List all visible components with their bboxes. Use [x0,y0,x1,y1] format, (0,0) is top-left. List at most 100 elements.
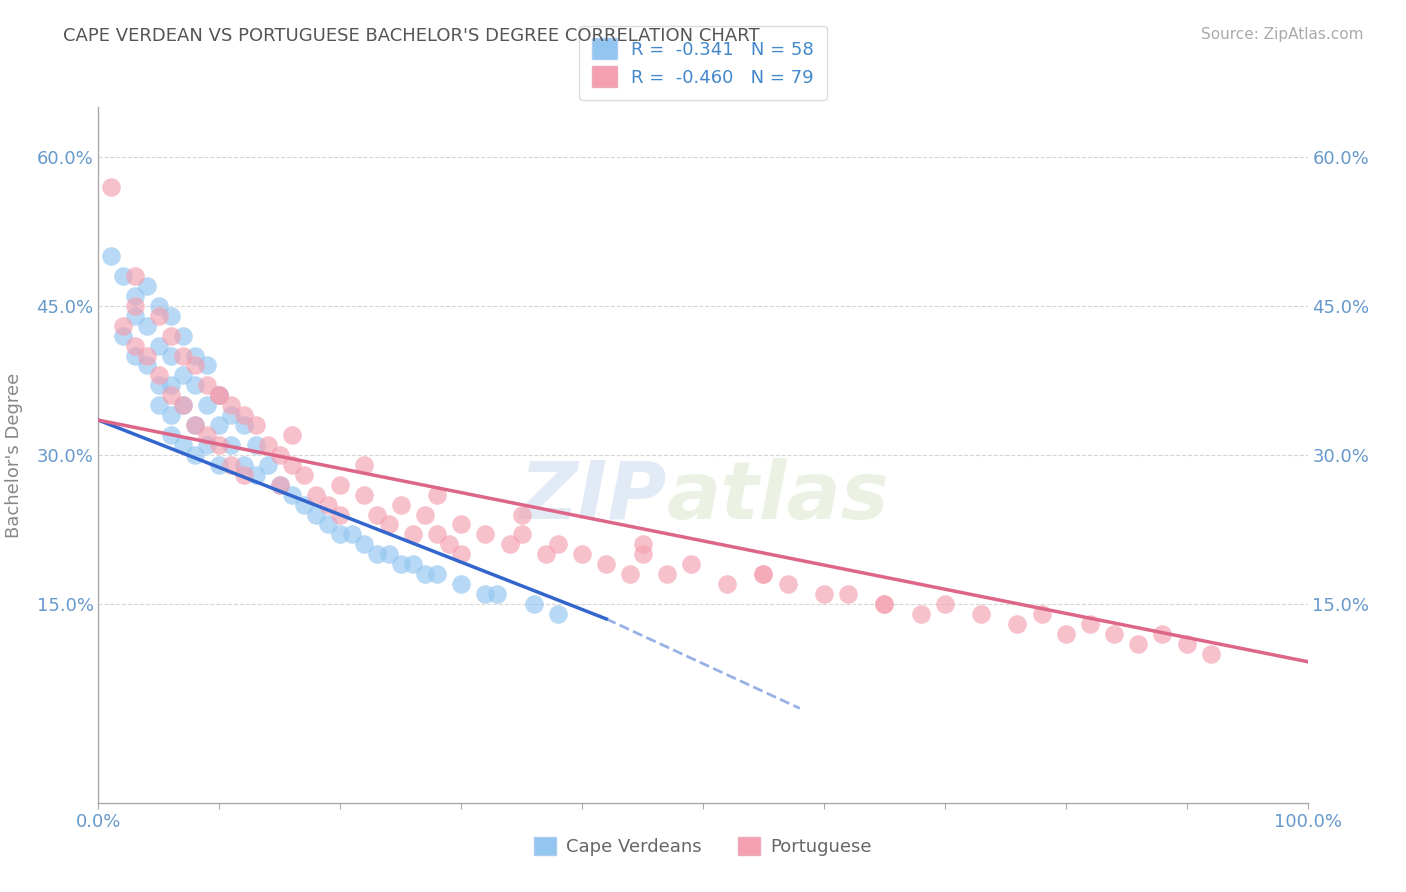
Point [292,467,315,482]
Point [426,567,449,582]
Point [873,597,896,611]
Point [256,438,278,452]
Point [232,408,254,422]
Point [474,587,496,601]
Point [316,517,339,532]
Point [195,398,218,412]
Point [208,438,231,452]
Point [281,488,304,502]
Point [1102,627,1125,641]
Point [426,488,449,502]
Point [148,368,170,383]
Point [184,448,207,462]
Point [245,418,267,433]
Point [281,458,304,472]
Point [208,418,231,433]
Point [124,309,146,323]
Point [813,587,835,601]
Point [184,359,207,373]
Point [160,328,183,343]
Point [970,607,993,621]
Point [232,467,254,482]
Point [329,477,352,491]
Point [377,517,399,532]
Point [195,378,218,392]
Point [486,587,509,601]
Point [245,438,267,452]
Point [413,567,436,582]
Point [281,428,304,442]
Point [111,268,134,283]
Point [1152,627,1174,641]
Point [124,268,146,283]
Point [437,537,460,551]
Point [619,567,641,582]
Point [366,547,388,561]
Point [208,458,231,472]
Text: ZIP: ZIP [519,458,666,536]
Point [135,359,157,373]
Point [377,547,399,561]
Point [256,458,278,472]
Point [1128,637,1150,651]
Point [934,597,956,611]
Point [292,498,315,512]
Point [389,498,412,512]
Point [342,527,364,541]
Point [124,338,146,352]
Point [148,309,170,323]
Point [1007,616,1029,631]
Point [450,547,472,561]
Point [1054,627,1077,641]
Point [221,408,243,422]
Point [208,388,231,402]
Point [184,378,207,392]
Point [305,488,328,502]
Point [498,537,520,551]
Point [269,477,291,491]
Point [148,398,170,412]
Point [595,558,617,572]
Point [160,378,183,392]
Point [510,508,533,522]
Point [111,318,134,333]
Point [172,398,194,412]
Point [148,338,170,352]
Point [547,607,569,621]
Point [100,179,122,194]
Point [366,508,388,522]
Point [184,418,207,433]
Point [353,458,375,472]
Point [172,349,194,363]
Point [160,349,183,363]
Point [353,537,375,551]
Point [316,498,339,512]
Point [124,299,146,313]
Text: CAPE VERDEAN VS PORTUGUESE BACHELOR'S DEGREE CORRELATION CHART: CAPE VERDEAN VS PORTUGUESE BACHELOR'S DE… [63,27,759,45]
Point [1031,607,1053,621]
Point [873,597,896,611]
Point [510,527,533,541]
Point [474,527,496,541]
Point [221,398,243,412]
Point [124,349,146,363]
Point [910,607,932,621]
Point [184,418,207,433]
Point [631,547,654,561]
Point [329,508,352,522]
Point [679,558,702,572]
Point [534,547,557,561]
Point [135,279,157,293]
Point [208,388,231,402]
Point [450,577,472,591]
Point [716,577,738,591]
Point [221,458,243,472]
Point [160,309,183,323]
Point [195,428,218,442]
Point [245,467,267,482]
Point [402,527,425,541]
Point [523,597,546,611]
Point [631,537,654,551]
Point [172,438,194,452]
Point [1078,616,1101,631]
